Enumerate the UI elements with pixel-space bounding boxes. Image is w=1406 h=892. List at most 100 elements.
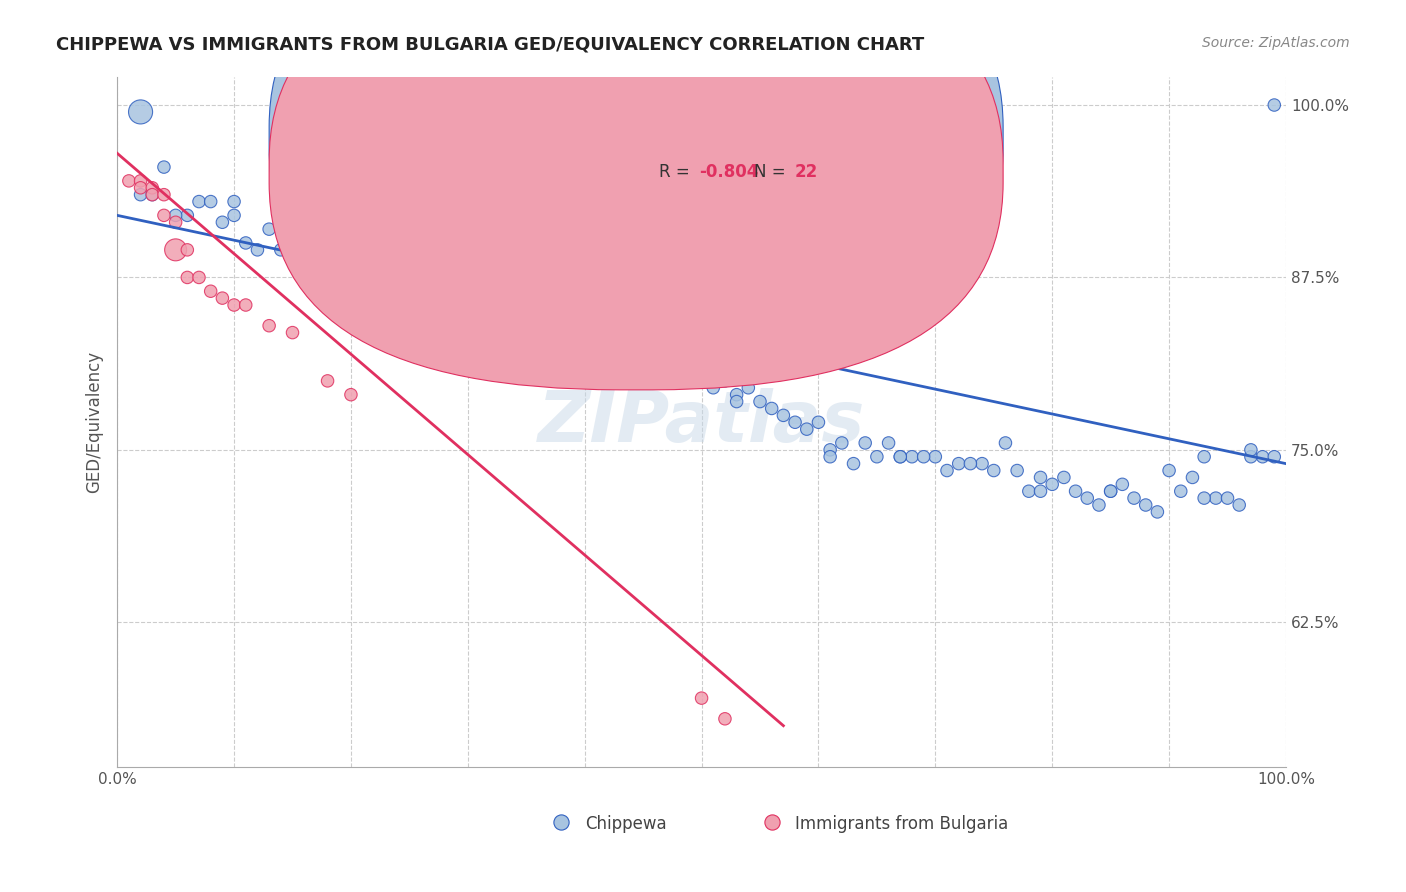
Point <box>609 333 631 347</box>
Point <box>725 394 748 409</box>
Point <box>340 387 363 401</box>
Point <box>831 436 853 450</box>
Point <box>340 250 363 264</box>
Text: 22: 22 <box>794 163 818 181</box>
Point <box>188 270 211 285</box>
Point <box>305 235 328 250</box>
Point <box>375 263 398 277</box>
Point <box>889 450 911 464</box>
Text: Source: ZipAtlas.com: Source: ZipAtlas.com <box>1202 36 1350 50</box>
Point <box>912 450 935 464</box>
Point <box>1240 450 1263 464</box>
Point <box>1192 491 1215 505</box>
Point <box>807 415 830 429</box>
Point <box>749 394 772 409</box>
Point <box>1111 477 1133 491</box>
Point <box>574 311 596 326</box>
Text: CHIPPEWA VS IMMIGRANTS FROM BULGARIA GED/EQUIVALENCY CORRELATION CHART: CHIPPEWA VS IMMIGRANTS FROM BULGARIA GED… <box>56 36 925 54</box>
Point <box>1064 484 1087 499</box>
Point <box>562 326 585 340</box>
Point <box>153 160 176 174</box>
Point <box>666 374 689 388</box>
Point <box>1088 498 1111 512</box>
Point <box>211 215 233 229</box>
Point <box>433 277 456 292</box>
Point <box>596 333 619 347</box>
Point <box>585 311 607 326</box>
Point <box>1216 491 1239 505</box>
Point <box>1123 491 1146 505</box>
Point <box>468 284 491 298</box>
Point <box>515 298 537 312</box>
Point <box>796 422 818 436</box>
Point <box>129 181 152 195</box>
Point <box>352 277 374 292</box>
Point <box>538 311 561 326</box>
Point <box>1076 491 1098 505</box>
Point <box>165 243 187 257</box>
Point <box>527 298 550 312</box>
Point <box>901 450 924 464</box>
Point <box>153 187 176 202</box>
Point <box>983 464 1005 478</box>
Point <box>281 243 304 257</box>
Point <box>818 450 841 464</box>
Point <box>994 436 1017 450</box>
Text: Chippewa: Chippewa <box>585 814 666 832</box>
FancyBboxPatch shape <box>269 0 1002 390</box>
Text: N =: N = <box>754 163 792 181</box>
Point <box>270 243 292 257</box>
Point <box>176 208 198 222</box>
Point <box>948 457 970 471</box>
Point <box>970 457 993 471</box>
Text: -0.523: -0.523 <box>699 128 759 146</box>
Point <box>550 318 572 333</box>
Point <box>257 222 280 236</box>
Point <box>853 436 876 450</box>
Point <box>690 367 713 381</box>
Point <box>235 235 257 250</box>
Point <box>1263 450 1285 464</box>
Point <box>655 353 678 368</box>
Point <box>1263 98 1285 112</box>
Point <box>737 381 759 395</box>
Point <box>1135 498 1157 512</box>
Point <box>281 326 304 340</box>
Point <box>188 194 211 209</box>
Point <box>387 270 409 285</box>
Point <box>422 277 444 292</box>
Point <box>761 401 783 416</box>
Point <box>503 298 526 312</box>
Point <box>1040 477 1063 491</box>
Point <box>1205 491 1227 505</box>
Point <box>176 270 198 285</box>
Point <box>165 215 187 229</box>
Point <box>924 450 946 464</box>
Text: -0.804: -0.804 <box>699 163 759 181</box>
Point <box>457 270 479 285</box>
Point <box>690 691 713 706</box>
Point <box>153 208 176 222</box>
Point <box>235 298 257 312</box>
Text: 108: 108 <box>794 128 830 146</box>
Point <box>631 360 654 375</box>
Point <box>200 194 222 209</box>
Point <box>679 367 702 381</box>
Point <box>257 318 280 333</box>
Point <box>1018 484 1040 499</box>
Point <box>222 298 245 312</box>
Point <box>1099 484 1122 499</box>
Point <box>783 415 806 429</box>
Point <box>246 243 269 257</box>
Point <box>714 374 737 388</box>
Point <box>1157 464 1180 478</box>
Point <box>866 450 889 464</box>
Point <box>200 284 222 298</box>
Point <box>316 243 339 257</box>
Point <box>1005 464 1028 478</box>
Point <box>772 409 794 423</box>
Point <box>714 712 737 726</box>
Point <box>1029 484 1052 499</box>
Point <box>1192 450 1215 464</box>
Point <box>316 374 339 388</box>
